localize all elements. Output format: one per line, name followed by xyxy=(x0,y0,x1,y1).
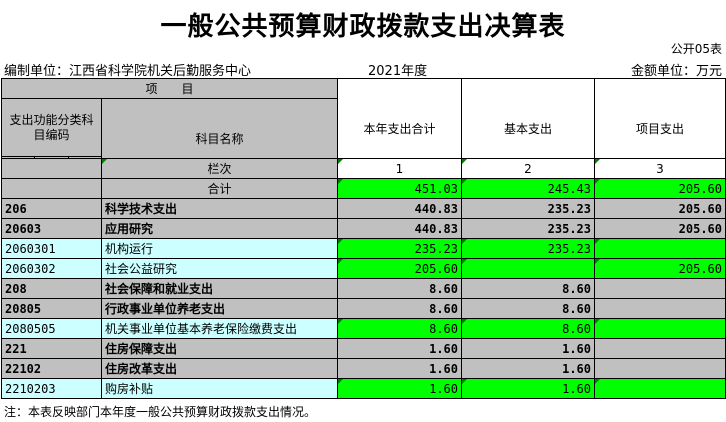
row-project xyxy=(594,318,726,339)
total-basic: 245.43 xyxy=(461,178,595,199)
row-total: 8.60 xyxy=(337,318,462,339)
row-project xyxy=(594,338,726,359)
total-label: 合计 xyxy=(101,178,338,199)
column-no-2: 2 xyxy=(461,158,595,179)
table-row: 2210203 购房补贴 1.60 1.60 xyxy=(1,378,726,399)
row-basic: 235.23 xyxy=(461,198,595,219)
row-name: 机构运行 xyxy=(101,238,338,259)
row-total: 1.60 xyxy=(337,378,462,399)
row-total: 440.83 xyxy=(337,198,462,219)
row-basic: 1.60 xyxy=(461,338,595,359)
row-name: 社会公益研究 xyxy=(101,258,338,279)
table-row: 20603 应用研究 440.83 235.23 205.60 xyxy=(1,218,726,239)
row-basic: 235.23 xyxy=(461,238,595,259)
table-row: 20805 行政事业单位养老支出 8.60 8.60 xyxy=(1,298,726,319)
row-basic: 8.60 xyxy=(461,318,595,339)
row-total: 440.83 xyxy=(337,218,462,239)
table-row: 2080505 机关事业单位基本养老保险缴费支出 8.60 8.60 xyxy=(1,318,726,339)
total-project: 205.60 xyxy=(594,178,726,199)
total-sum: 451.03 xyxy=(337,178,462,199)
row-code: 20805 xyxy=(1,298,102,319)
form-number: 公开05表 xyxy=(670,42,722,56)
fiscal-year: 2021年度 xyxy=(368,64,428,79)
row-code: 206 xyxy=(1,198,102,219)
column-no-3: 3 xyxy=(594,158,726,179)
row-total: 205.60 xyxy=(337,258,462,279)
row-code: 221 xyxy=(1,338,102,359)
column-no-1: 1 xyxy=(337,158,462,179)
column-no-label: 栏次 xyxy=(101,158,338,179)
row-code: 208 xyxy=(1,278,102,299)
table-row: 206 科学技术支出 440.83 235.23 205.60 xyxy=(1,198,726,219)
report-meta: 编制单位：江西省科学院机关后勤服务中心 2021年度 金额单位：万元 xyxy=(0,60,726,79)
row-basic: 1.60 xyxy=(461,378,595,399)
row-project xyxy=(594,358,726,379)
table-note: 注：本表反映部门本年度一般公共预算财政拨款支出情况。 xyxy=(4,405,317,419)
row-basic: 8.60 xyxy=(461,298,595,319)
row-total: 8.60 xyxy=(337,298,462,319)
row-total: 235.23 xyxy=(337,238,462,259)
row-name: 应用研究 xyxy=(101,218,338,239)
row-name: 购房补贴 xyxy=(101,378,338,399)
row-project: 205.60 xyxy=(594,258,726,279)
row-code: 2060302 xyxy=(1,258,102,279)
row-name: 住房改革支出 xyxy=(101,358,338,379)
row-project xyxy=(594,238,726,259)
row-name: 社会保障和就业支出 xyxy=(101,278,338,299)
table-row: 2060302 社会公益研究 205.60 205.60 xyxy=(1,258,726,279)
reporting-unit: 编制单位：江西省科学院机关后勤服务中心 xyxy=(4,64,252,79)
row-basic: 1.60 xyxy=(461,358,595,379)
row-project: 205.60 xyxy=(594,218,726,239)
row-code: 22102 xyxy=(1,358,102,379)
row-total: 1.60 xyxy=(337,358,462,379)
code-group-header: 支出功能分类科目编码 xyxy=(1,98,102,157)
row-project xyxy=(594,298,726,319)
row-basic xyxy=(461,258,595,279)
row-project xyxy=(594,278,726,299)
row-code: 20603 xyxy=(1,218,102,239)
row-name: 机关事业单位基本养老保险缴费支出 xyxy=(101,318,338,339)
table-row: 22102 住房改革支出 1.60 1.60 xyxy=(1,358,726,379)
row-name: 住房保障支出 xyxy=(101,338,338,359)
table-row: 2060301 机构运行 235.23 235.23 xyxy=(1,238,726,259)
row-code: 2080505 xyxy=(1,318,102,339)
total-row: 合计 451.03 245.43 205.60 xyxy=(1,178,726,199)
table-row: 221 住房保障支出 1.60 1.60 xyxy=(1,338,726,359)
row-project xyxy=(594,378,726,399)
row-code: 2210203 xyxy=(1,378,102,399)
expenditure-body: 栏次 1 2 3 合计 451.03 245.43 205.60 206 科学技… xyxy=(1,158,726,399)
row-name: 行政事业单位养老支出 xyxy=(101,298,338,319)
table-row: 208 社会保障和就业支出 8.60 8.60 xyxy=(1,278,726,299)
row-basic: 235.23 xyxy=(461,218,595,239)
report-title: 一般公共预算财政拨款支出决算表 xyxy=(160,12,566,42)
row-basic: 8.60 xyxy=(461,278,595,299)
row-total: 8.60 xyxy=(337,278,462,299)
amount-unit: 金额单位：万元 xyxy=(630,64,722,79)
row-name: 科学技术支出 xyxy=(101,198,338,219)
row-project: 205.60 xyxy=(594,198,726,219)
row-code: 2060301 xyxy=(1,238,102,259)
row-total: 1.60 xyxy=(337,338,462,359)
item-header: 项 目 xyxy=(1,78,338,99)
